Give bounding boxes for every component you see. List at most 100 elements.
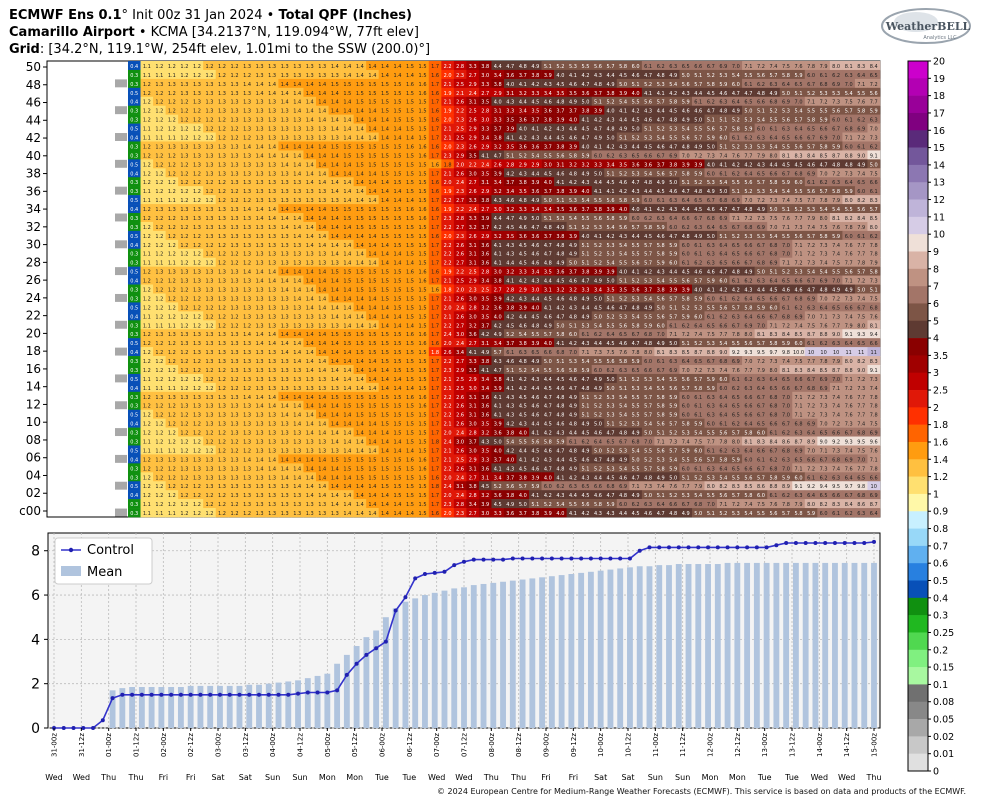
heatmap-cell-label: 8.7 (694, 350, 702, 356)
heatmap-cell (316, 257, 329, 267)
heatmap-cell (453, 257, 467, 267)
heatmap-cell (265, 213, 279, 223)
heatmap-cell-label: 1.4 (368, 171, 376, 177)
heatmap-cell (829, 87, 843, 98)
heatmap-cell-label: 6.9 (669, 368, 677, 374)
heatmap-cell (804, 221, 818, 232)
heatmap-cell-label: 1.2 (143, 225, 151, 231)
heatmap-cell (654, 213, 668, 223)
heatmap-cell (717, 204, 730, 214)
heatmap-cell-label: 1.2 (205, 198, 213, 204)
heatmap-cell (742, 266, 755, 276)
heatmap-cell (679, 159, 693, 169)
heatmap-cell-label: 1.3 (256, 162, 264, 168)
heatmap-cell-label: 1.2 (143, 431, 151, 437)
heatmap-cell-label: 6.4 (607, 332, 615, 338)
heatmap-cell (717, 69, 730, 80)
heatmap-cell (428, 141, 442, 151)
heatmap-cell (591, 123, 605, 133)
heatmap-cell-label: 1.3 (218, 413, 226, 419)
heatmap-cell (641, 230, 655, 241)
heatmap-cell-label: 5.4 (619, 404, 627, 410)
heatmap-cell-label: 1.3 (268, 189, 276, 195)
heatmap-cell-label: 1.4 (381, 323, 389, 329)
heatmap-cell-label: 5.9 (669, 395, 677, 401)
heatmap-cell-label: 1.5 (406, 422, 414, 428)
heatmap-cell-label: 6.6 (644, 368, 652, 374)
heatmap-cell-label: 1.8 (444, 162, 452, 168)
heatmap-cell-label: 5.9 (744, 127, 752, 133)
heatmap-cell-label: 1.3 (168, 395, 176, 401)
heatmap-cell-label: 1.4 (356, 305, 364, 311)
heatmap-cell-label: 6.8 (744, 225, 752, 231)
heatmap-cell (303, 105, 317, 115)
heatmap-cell-label: 1.3 (331, 198, 339, 204)
heatmap-cell-label: 1.5 (368, 153, 376, 159)
heatmap-cell-label: 3.4 (506, 189, 514, 195)
heatmap-cell-label: 2.6 (456, 243, 464, 249)
heatmap-cell (854, 123, 868, 133)
heatmap-cell-label: 1.4 (356, 198, 364, 204)
heatmap-cell (328, 168, 342, 178)
heatmap-cell (804, 266, 818, 276)
heatmap-cell (504, 114, 517, 124)
heatmap-cell (591, 78, 605, 89)
heatmap-cell (692, 221, 705, 232)
heatmap-cell-label: 1.3 (256, 118, 264, 124)
heatmap-cell (529, 239, 542, 250)
heatmap-cell (203, 114, 217, 124)
heatmap-cell (842, 150, 856, 160)
heatmap-cell-label: 1.3 (205, 162, 213, 168)
heatmap-cell-label: 5.7 (870, 207, 878, 213)
heatmap-cell (829, 105, 843, 115)
heatmap-cell-label: 1.4 (406, 261, 414, 267)
heatmap-cell-label: 1.2 (205, 377, 213, 383)
heatmap-cell-label: 4.8 (519, 198, 527, 204)
heatmap-cell-label: 5.4 (820, 270, 828, 276)
heatmap-cell-label: 4.3 (506, 252, 514, 258)
heatmap-cell-label: 1.3 (205, 153, 213, 159)
heatmap-cell-label: 1.2 (168, 91, 176, 97)
heatmap-cell-label: 4.8 (556, 413, 564, 419)
heatmap-cell-label: 2.6 (456, 395, 464, 401)
heatmap-cell-label: 5.8 (857, 109, 865, 115)
heatmap-cell-label: 6.5 (807, 127, 815, 133)
heatmap-cell-label: 4.7 (544, 252, 552, 258)
heatmap-cell (328, 221, 342, 232)
heatmap-cell-label: 1.2 (231, 136, 239, 142)
heatmap-cell (591, 239, 605, 250)
heatmap-cell (779, 213, 793, 223)
heatmap-cell (478, 168, 492, 178)
heatmap-cell (579, 177, 593, 187)
heatmap-cell-label: 4.1 (506, 377, 514, 383)
heatmap-cell-label: 6.5 (694, 198, 702, 204)
heatmap-cell-label: 7.4 (782, 198, 790, 204)
heatmap-cell-label: 4.3 (632, 189, 640, 195)
heatmap-cell-label: 1.2 (143, 279, 151, 285)
heatmap-cell-label: 1.4 (368, 64, 376, 70)
heatmap-cell-label: 4.7 (506, 216, 514, 222)
heatmap-cell-label: 4.5 (707, 91, 715, 97)
heatmap-cell-label: 1.5 (356, 162, 364, 168)
heatmap-cell-label: 1.4 (306, 109, 314, 115)
heatmap-cell-label: 5.1 (581, 252, 589, 258)
heatmap-cell (453, 204, 467, 214)
heatmap-cell-label: 4.7 (544, 413, 552, 419)
heatmap-cell (641, 141, 655, 151)
heatmap-cell (504, 266, 517, 276)
heatmap-cell (842, 168, 856, 178)
heatmap-cell (303, 221, 317, 232)
heatmap-cell-label: 7.5 (807, 323, 815, 329)
heatmap-cell-label: 1.4 (281, 153, 289, 159)
heatmap-cell (604, 78, 618, 89)
heatmap-cell-label: 4.9 (707, 189, 715, 195)
heatmap-cell (240, 177, 254, 187)
heatmap-cell (428, 204, 442, 214)
heatmap-cell-label: 4.4 (519, 100, 527, 106)
heatmap-cell (353, 96, 367, 107)
heatmap-cell-label: 5.9 (581, 368, 589, 374)
heatmap-cell-label: 5.9 (657, 225, 665, 231)
heatmap-cell (529, 61, 542, 71)
heatmap-cell-label: 7.7 (795, 216, 803, 222)
heatmap-cell-label: 1.4 (381, 431, 389, 437)
